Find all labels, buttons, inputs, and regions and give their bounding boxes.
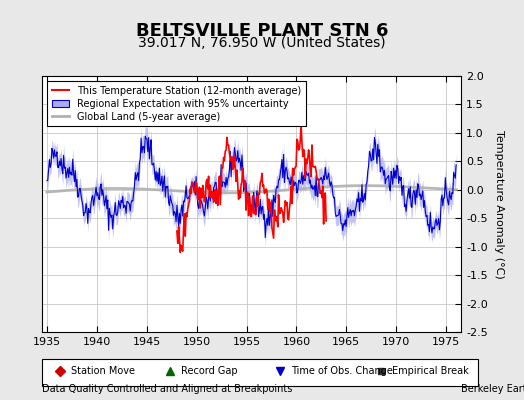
Text: Data Quality Controlled and Aligned at Breakpoints: Data Quality Controlled and Aligned at B… — [42, 384, 292, 394]
Text: Record Gap: Record Gap — [181, 366, 237, 376]
Legend: This Temperature Station (12-month average), Regional Expectation with 95% uncer: This Temperature Station (12-month avera… — [47, 81, 306, 126]
Text: Empirical Break: Empirical Break — [392, 366, 468, 376]
FancyBboxPatch shape — [42, 359, 478, 386]
Text: 39.017 N, 76.950 W (United States): 39.017 N, 76.950 W (United States) — [138, 36, 386, 50]
Y-axis label: Temperature Anomaly (°C): Temperature Anomaly (°C) — [495, 130, 505, 278]
Text: Time of Obs. Change: Time of Obs. Change — [291, 366, 392, 376]
Text: Berkeley Earth: Berkeley Earth — [461, 384, 524, 394]
Text: BELTSVILLE PLANT STN 6: BELTSVILLE PLANT STN 6 — [136, 22, 388, 40]
Text: Station Move: Station Move — [71, 366, 135, 376]
